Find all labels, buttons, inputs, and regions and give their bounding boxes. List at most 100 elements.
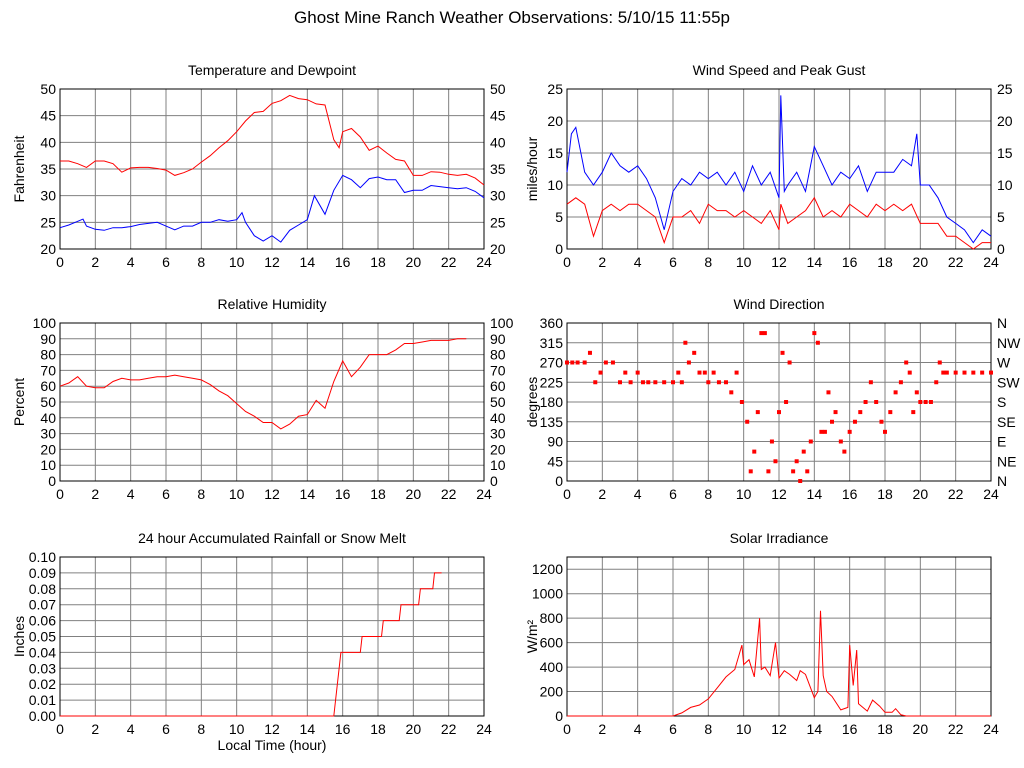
data-point <box>711 370 716 375</box>
y-tick-label: 15 <box>547 145 563 161</box>
y-tick-label-right: SE <box>997 414 1016 430</box>
y-tick-label: 5 <box>555 209 563 225</box>
x-tick-label: 12 <box>771 254 787 270</box>
series-line-0 <box>567 610 991 717</box>
y-tick-label: 0.09 <box>29 565 56 581</box>
chart-title: Solar Irradiance <box>730 530 829 546</box>
data-point <box>928 400 933 404</box>
data-point <box>791 469 796 474</box>
x-tick-label: 14 <box>807 486 823 502</box>
y-tick-label: 0.00 <box>29 708 56 724</box>
data-point <box>989 370 993 375</box>
data-point <box>646 380 651 385</box>
x-tick-label: 20 <box>913 721 929 737</box>
y-tick-label-right: 20 <box>997 113 1013 129</box>
y-tick-label: 800 <box>540 610 564 626</box>
y-tick-label: 10 <box>40 457 56 473</box>
data-point <box>739 400 744 404</box>
data-point <box>826 390 831 395</box>
y-tick-label-right: 0 <box>490 473 498 489</box>
x-tick-label: 4 <box>127 721 135 737</box>
plot-frame <box>59 88 485 250</box>
y-tick-label: 0.07 <box>29 597 56 613</box>
x-tick-label: 6 <box>162 254 170 270</box>
y-tick-label-right: 25 <box>490 214 506 230</box>
y-tick-label: 600 <box>540 635 564 651</box>
x-tick-label: 0 <box>56 721 64 737</box>
data-point <box>934 380 939 385</box>
data-point <box>874 400 879 404</box>
y-tick-label: 270 <box>540 355 564 371</box>
y-tick-label: 0 <box>555 241 563 257</box>
x-tick-label: 18 <box>877 721 893 737</box>
plot-frame <box>566 556 992 717</box>
x-tick-label: 10 <box>229 254 245 270</box>
data-point <box>734 370 739 375</box>
y-tick-label-right: 20 <box>490 441 506 457</box>
data-point <box>759 331 764 336</box>
x-tick-label: 18 <box>877 486 893 502</box>
x-tick-label: 10 <box>229 486 245 502</box>
y-tick-label-right: 100 <box>490 315 514 331</box>
y-tick-label-right: 90 <box>490 331 506 347</box>
series-line-1 <box>566 196 991 250</box>
data-point <box>858 410 863 415</box>
data-point <box>833 410 838 415</box>
x-tick-label: 0 <box>56 486 64 502</box>
chart-title: Wind Speed and Peak Gust <box>693 62 866 78</box>
y-tick-label: 0.08 <box>29 581 56 597</box>
data-point <box>766 469 771 474</box>
y-tick-label-right: 60 <box>490 378 506 394</box>
y-axis-label: W/m² <box>524 619 540 653</box>
y-tick-label-right: 30 <box>490 188 506 204</box>
y-tick-label: 1000 <box>532 586 563 602</box>
y-tick-label-right: 0 <box>997 241 1005 257</box>
y-tick-label: 0.10 <box>29 549 56 565</box>
x-tick-label: 24 <box>476 486 492 502</box>
data-point <box>653 380 658 385</box>
data-point <box>863 400 868 404</box>
y-tick-label: 35 <box>40 161 56 177</box>
data-point <box>893 390 898 395</box>
data-point <box>575 360 580 365</box>
x-tick-label: 16 <box>335 254 351 270</box>
series-line-0 <box>60 572 442 717</box>
data-point <box>686 360 691 365</box>
x-axis-label: Local Time (hour) <box>218 737 327 753</box>
data-point <box>679 380 684 385</box>
y-tick-label-right: 45 <box>490 108 506 124</box>
x-tick-label: 6 <box>669 721 677 737</box>
y-tick-label-right: 10 <box>490 457 506 473</box>
plot-frame <box>566 322 992 482</box>
x-tick-label: 14 <box>807 254 823 270</box>
data-point <box>683 340 688 345</box>
x-tick-label: 2 <box>91 721 99 737</box>
y-tick-label: 100 <box>33 315 57 331</box>
x-tick-label: 2 <box>598 721 606 737</box>
y-tick-label: 90 <box>40 331 56 347</box>
data-point <box>953 370 958 375</box>
data-point <box>941 370 946 375</box>
data-point <box>808 439 813 444</box>
x-tick-label: 0 <box>563 486 571 502</box>
plot-frame <box>59 322 485 482</box>
y-tick-label-right: 25 <box>997 81 1013 97</box>
data-point <box>879 419 884 424</box>
data-point <box>868 380 873 385</box>
data-point <box>907 370 912 375</box>
series-line-1 <box>59 174 485 243</box>
data-point <box>888 410 893 415</box>
y-tick-label: 0.01 <box>29 692 56 708</box>
data-point <box>794 459 799 464</box>
chart-4: 24 hour Accumulated Rainfall or Snow Mel… <box>11 530 492 753</box>
x-tick-label: 0 <box>56 254 64 270</box>
x-tick-label: 18 <box>370 486 386 502</box>
data-point <box>628 380 633 385</box>
x-tick-label: 14 <box>807 721 823 737</box>
x-tick-label: 0 <box>563 254 571 270</box>
data-point <box>773 459 778 464</box>
